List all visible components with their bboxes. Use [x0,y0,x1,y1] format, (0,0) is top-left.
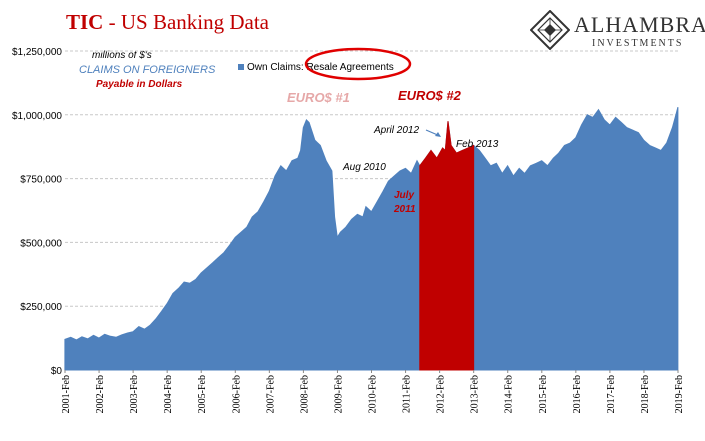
x-tick-label: 2018-Feb [640,375,651,413]
legend-label: Own Claims: Resale Agreements [247,62,394,73]
x-tick-label: 2013-Feb [470,375,481,413]
x-tick-label: 2015-Feb [538,375,549,413]
y-tick-label: $750,000 [20,175,62,186]
july2011-label-line2: 2011 [393,204,416,215]
logo-subtitle: INVESTMENTS [592,38,684,49]
payable-note: Payable in Dollars [96,79,183,90]
x-tick-label: 2003-Feb [129,375,140,413]
legend-swatch [238,64,244,71]
x-tick-label: 2012-Feb [436,375,447,413]
april2012-label: April 2012 [373,125,419,136]
x-tick-label: 2005-Feb [197,375,208,413]
y-tick-label: $1,250,000 [12,47,62,58]
euro2-label: EURO$ #2 [398,88,462,103]
x-tick-label: 2017-Feb [606,375,617,413]
july2011-label-line1: July [394,190,414,201]
y-tick-label: $1,000,000 [12,111,62,122]
x-tick-label: 2006-Feb [231,375,242,413]
x-tick-label: 2016-Feb [572,375,583,413]
diamond-logo-icon [530,10,570,50]
x-tick-label: 2014-Feb [504,375,515,413]
x-tick-label: 2004-Feb [163,375,174,413]
title-rest: - US Banking Data [103,10,270,34]
logo-name: ALHAMBRA [574,12,705,37]
feb2013-label: Feb 2013 [456,139,499,150]
x-tick-label: 2008-Feb [299,375,310,413]
x-tick-label: 2009-Feb [333,375,344,413]
company-logo: ALHAMBRA INVESTMENTS [528,8,705,54]
x-tick-label: 2002-Feb [95,375,106,413]
series-area [64,106,679,371]
claims-note: CLAIMS ON FOREIGNERS [79,64,216,76]
chart-title: TIC - US Banking Data [66,10,269,35]
x-tick-label: 2011-Feb [402,375,413,413]
y-tick-label: $250,000 [20,302,62,313]
x-tick-label: 2010-Feb [368,375,379,413]
highlight-area [419,121,475,371]
x-tick-label: 2001-Feb [61,375,72,413]
highlight-ellipse [304,47,412,81]
x-tick-label: 2019-Feb [674,375,685,413]
title-bold: TIC [66,10,104,34]
april2012-arrowhead [435,132,441,137]
y-tick-label: $0 [51,366,63,377]
euro1-label: EURO$ #1 [287,90,350,105]
y-tick-label: $500,000 [20,238,62,249]
units-note: millions of $'s [92,50,152,61]
x-tick-label: 2007-Feb [265,375,276,413]
chart-legend: Own Claims: Resale Agreements [238,62,394,73]
aug2010-label: Aug 2010 [342,162,386,173]
